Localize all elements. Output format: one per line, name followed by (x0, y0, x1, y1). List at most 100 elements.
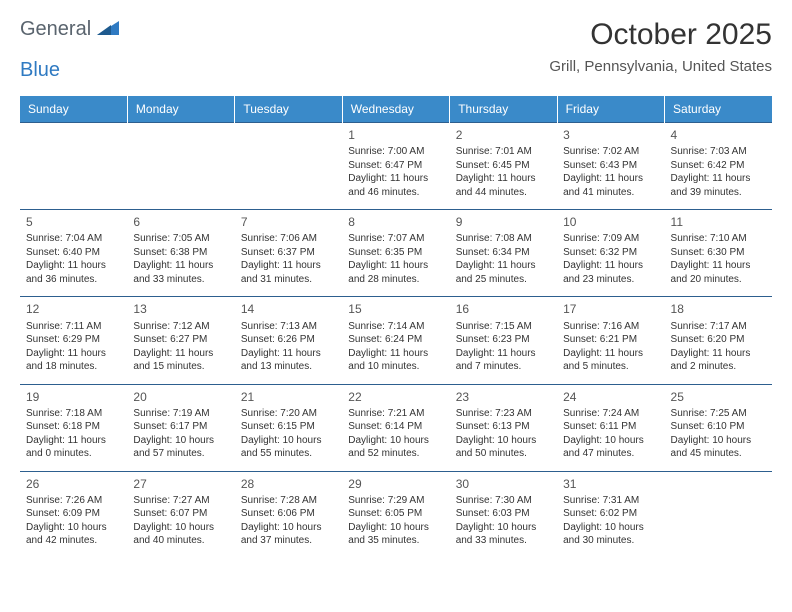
daylight-text: Daylight: 11 hours and 46 minutes. (348, 172, 443, 199)
sunset-text: Sunset: 6:02 PM (563, 507, 658, 521)
day-number: 23 (456, 389, 551, 405)
calendar-cell: 7Sunrise: 7:06 AMSunset: 6:37 PMDaylight… (235, 210, 342, 297)
day-number: 4 (671, 127, 766, 143)
sunrise-text: Sunrise: 7:12 AM (133, 320, 228, 334)
day-number: 27 (133, 476, 228, 492)
calendar-cell: 20Sunrise: 7:19 AMSunset: 6:17 PMDayligh… (127, 384, 234, 471)
sunrise-text: Sunrise: 7:31 AM (563, 494, 658, 508)
sunrise-text: Sunrise: 7:28 AM (241, 494, 336, 508)
calendar-cell: 12Sunrise: 7:11 AMSunset: 6:29 PMDayligh… (20, 297, 127, 384)
daylight-text: Daylight: 11 hours and 2 minutes. (671, 347, 766, 374)
sunset-text: Sunset: 6:07 PM (133, 507, 228, 521)
sunrise-text: Sunrise: 7:21 AM (348, 407, 443, 421)
daylight-text: Daylight: 11 hours and 13 minutes. (241, 347, 336, 374)
day-number: 13 (133, 301, 228, 317)
daylight-text: Daylight: 11 hours and 31 minutes. (241, 259, 336, 286)
day-number: 2 (456, 127, 551, 143)
sunset-text: Sunset: 6:17 PM (133, 420, 228, 434)
calendar-cell: 2Sunrise: 7:01 AMSunset: 6:45 PMDaylight… (450, 123, 557, 210)
calendar-week: 12Sunrise: 7:11 AMSunset: 6:29 PMDayligh… (20, 297, 772, 384)
calendar-cell: 3Sunrise: 7:02 AMSunset: 6:43 PMDaylight… (557, 123, 664, 210)
daylight-text: Daylight: 10 hours and 50 minutes. (456, 434, 551, 461)
title-block: October 2025 Grill, Pennsylvania, United… (549, 18, 772, 75)
sunrise-text: Sunrise: 7:05 AM (133, 232, 228, 246)
sunset-text: Sunset: 6:13 PM (456, 420, 551, 434)
daylight-text: Daylight: 11 hours and 33 minutes. (133, 259, 228, 286)
calendar-cell: 11Sunrise: 7:10 AMSunset: 6:30 PMDayligh… (665, 210, 772, 297)
sunset-text: Sunset: 6:18 PM (26, 420, 121, 434)
day-number: 6 (133, 214, 228, 230)
sunrise-text: Sunrise: 7:06 AM (241, 232, 336, 246)
day-number: 3 (563, 127, 658, 143)
daylight-text: Daylight: 10 hours and 45 minutes. (671, 434, 766, 461)
location-label: Grill, Pennsylvania, United States (549, 58, 772, 75)
sunrise-text: Sunrise: 7:00 AM (348, 145, 443, 159)
sunset-text: Sunset: 6:45 PM (456, 159, 551, 173)
daylight-text: Daylight: 10 hours and 57 minutes. (133, 434, 228, 461)
day-number: 10 (563, 214, 658, 230)
sunset-text: Sunset: 6:27 PM (133, 333, 228, 347)
day-number: 9 (456, 214, 551, 230)
day-number: 25 (671, 389, 766, 405)
sunrise-text: Sunrise: 7:02 AM (563, 145, 658, 159)
page: General October 2025 Grill, Pennsylvania… (0, 0, 792, 558)
sunset-text: Sunset: 6:35 PM (348, 246, 443, 260)
logo-text-general: General (20, 18, 91, 41)
calendar-cell: 17Sunrise: 7:16 AMSunset: 6:21 PMDayligh… (557, 297, 664, 384)
sunrise-text: Sunrise: 7:10 AM (671, 232, 766, 246)
daylight-text: Daylight: 11 hours and 41 minutes. (563, 172, 658, 199)
sunrise-text: Sunrise: 7:24 AM (563, 407, 658, 421)
day-number: 5 (26, 214, 121, 230)
sunrise-text: Sunrise: 7:27 AM (133, 494, 228, 508)
sunrise-text: Sunrise: 7:09 AM (563, 232, 658, 246)
sunset-text: Sunset: 6:26 PM (241, 333, 336, 347)
calendar-cell: 1Sunrise: 7:00 AMSunset: 6:47 PMDaylight… (342, 123, 449, 210)
day-number: 22 (348, 389, 443, 405)
sunset-text: Sunset: 6:30 PM (671, 246, 766, 260)
calendar-cell: 22Sunrise: 7:21 AMSunset: 6:14 PMDayligh… (342, 384, 449, 471)
day-number: 14 (241, 301, 336, 317)
sunrise-text: Sunrise: 7:26 AM (26, 494, 121, 508)
calendar-cell: 27Sunrise: 7:27 AMSunset: 6:07 PMDayligh… (127, 471, 234, 558)
calendar-week: 26Sunrise: 7:26 AMSunset: 6:09 PMDayligh… (20, 471, 772, 558)
calendar-cell (127, 123, 234, 210)
logo-triangle-icon (97, 19, 119, 40)
day-number: 12 (26, 301, 121, 317)
sunset-text: Sunset: 6:34 PM (456, 246, 551, 260)
day-number: 1 (348, 127, 443, 143)
daylight-text: Daylight: 11 hours and 23 minutes. (563, 259, 658, 286)
sunrise-text: Sunrise: 7:03 AM (671, 145, 766, 159)
sunset-text: Sunset: 6:20 PM (671, 333, 766, 347)
day-number: 30 (456, 476, 551, 492)
calendar-week: 19Sunrise: 7:18 AMSunset: 6:18 PMDayligh… (20, 384, 772, 471)
calendar-cell (665, 471, 772, 558)
calendar-week: 1Sunrise: 7:00 AMSunset: 6:47 PMDaylight… (20, 123, 772, 210)
sunrise-text: Sunrise: 7:18 AM (26, 407, 121, 421)
sunset-text: Sunset: 6:32 PM (563, 246, 658, 260)
calendar-header-row: Sunday Monday Tuesday Wednesday Thursday… (20, 96, 772, 123)
day-number: 15 (348, 301, 443, 317)
calendar-cell: 28Sunrise: 7:28 AMSunset: 6:06 PMDayligh… (235, 471, 342, 558)
calendar-cell: 15Sunrise: 7:14 AMSunset: 6:24 PMDayligh… (342, 297, 449, 384)
calendar-cell: 30Sunrise: 7:30 AMSunset: 6:03 PMDayligh… (450, 471, 557, 558)
daylight-text: Daylight: 10 hours and 42 minutes. (26, 521, 121, 548)
day-number: 21 (241, 389, 336, 405)
sunset-text: Sunset: 6:21 PM (563, 333, 658, 347)
daylight-text: Daylight: 11 hours and 10 minutes. (348, 347, 443, 374)
calendar-table: Sunday Monday Tuesday Wednesday Thursday… (20, 96, 772, 558)
dayhead-sat: Saturday (665, 96, 772, 123)
month-title: October 2025 (549, 18, 772, 52)
sunrise-text: Sunrise: 7:30 AM (456, 494, 551, 508)
sunset-text: Sunset: 6:10 PM (671, 420, 766, 434)
sunrise-text: Sunrise: 7:20 AM (241, 407, 336, 421)
sunrise-text: Sunrise: 7:04 AM (26, 232, 121, 246)
daylight-text: Daylight: 10 hours and 52 minutes. (348, 434, 443, 461)
daylight-text: Daylight: 11 hours and 20 minutes. (671, 259, 766, 286)
day-number: 24 (563, 389, 658, 405)
calendar-cell: 21Sunrise: 7:20 AMSunset: 6:15 PMDayligh… (235, 384, 342, 471)
calendar-cell: 14Sunrise: 7:13 AMSunset: 6:26 PMDayligh… (235, 297, 342, 384)
calendar-cell: 25Sunrise: 7:25 AMSunset: 6:10 PMDayligh… (665, 384, 772, 471)
day-number: 28 (241, 476, 336, 492)
dayhead-tue: Tuesday (235, 96, 342, 123)
calendar-cell: 4Sunrise: 7:03 AMSunset: 6:42 PMDaylight… (665, 123, 772, 210)
